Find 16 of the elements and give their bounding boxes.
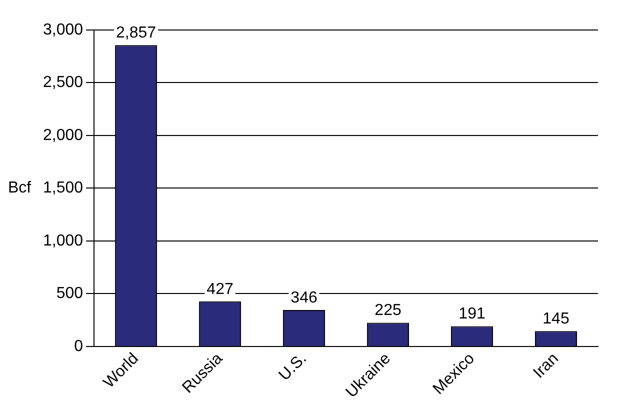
data-label: 225 [374,302,402,320]
data-label: 145 [542,310,570,328]
y-tick-label: 1,500 [42,180,84,197]
y-tick-label: 500 [56,285,84,302]
data-label: 346 [290,289,318,306]
y-tick-label: 0 [74,338,84,355]
x-tick-label: Iran [530,350,562,382]
y-tick-label: 1,000 [42,232,84,250]
y-tick-label: 2,000 [42,126,84,144]
x-tick-label: U.S. [276,350,310,384]
data-label: 2,857 [116,24,156,42]
y-tick-label: 2,500 [42,74,84,92]
data-label: 191 [458,306,486,323]
data-label: 427 [206,280,234,298]
y-tick-label: 3,000 [42,21,84,38]
y-axis-title: Bcf [8,180,32,197]
